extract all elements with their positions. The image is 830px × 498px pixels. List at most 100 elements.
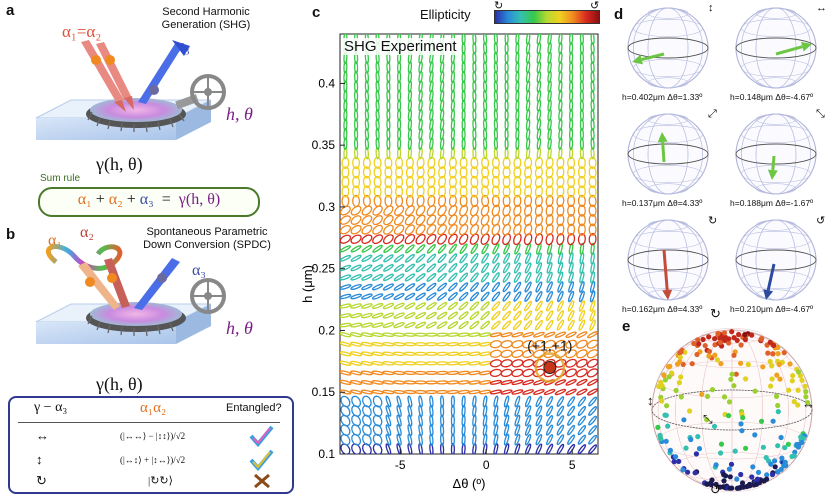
- sum-a2: α₂: [108, 191, 123, 208]
- polarization-ellipse: [394, 244, 405, 254]
- polarization-ellipse: [393, 263, 405, 272]
- polarization-ellipse: [361, 264, 373, 272]
- scatter-point: [673, 387, 679, 394]
- polarization-ellipse: [502, 185, 511, 198]
- scatter-point: [713, 462, 719, 468]
- polarization-ellipse: [405, 175, 414, 189]
- polarization-ellipse: [340, 395, 351, 408]
- table-header-alpha12: α₁α₂: [140, 400, 167, 416]
- polarization-ellipse: [579, 70, 584, 84]
- scatter-point: [736, 331, 742, 338]
- scatter-point: [799, 377, 805, 383]
- polarization-ellipse: [437, 263, 447, 273]
- polarization-ellipse: [404, 234, 416, 245]
- polarization-ellipse: [479, 389, 492, 395]
- polarization-ellipse: [502, 262, 511, 274]
- polarization-ellipse: [515, 89, 520, 103]
- polarization-ellipse: [393, 312, 405, 319]
- x-tick-label: 5: [569, 458, 576, 472]
- polarization-ellipse: [470, 166, 479, 179]
- polarization-ellipse: [386, 147, 391, 160]
- polarization-ellipse: [354, 61, 359, 74]
- scatter-point: [715, 330, 721, 337]
- polarization-ellipse: [535, 271, 543, 284]
- polarization-ellipse: [361, 274, 373, 281]
- polarization-ellipse: [502, 194, 511, 208]
- alpha2-label-b: α₂: [80, 224, 94, 241]
- scatter-point: [691, 340, 697, 347]
- polarization-ellipse: [396, 414, 402, 427]
- scatter-point: [677, 350, 683, 356]
- polarization-ellipse: [383, 205, 394, 216]
- polarization-ellipse: [587, 378, 598, 386]
- polarization-ellipse: [386, 108, 391, 122]
- polarization-ellipse: [514, 243, 521, 255]
- polarization-ellipse: [513, 262, 521, 274]
- table-row: ↔ (|↔↔⟩ − |↕↕⟩)/√2: [8, 425, 290, 447]
- polarization-ellipse: [350, 332, 363, 338]
- scatter-point: [717, 339, 723, 345]
- poincare-sphere: [735, 113, 817, 195]
- scatter-point: [704, 417, 710, 423]
- polarization-ellipse: [567, 185, 576, 198]
- polarization-ellipse: [415, 214, 426, 226]
- polarization-ellipse: [522, 349, 535, 359]
- polarization-ellipse: [450, 423, 455, 437]
- scatter-point: [676, 458, 682, 464]
- polarization-ellipse: [350, 389, 363, 395]
- polarization-ellipse: [503, 414, 510, 427]
- polarization-ellipse: [397, 80, 402, 93]
- polarization-ellipse: [427, 166, 436, 179]
- polarization-ellipse: [565, 379, 577, 386]
- scatter-point: [712, 352, 718, 358]
- polarization-ellipse: [480, 320, 491, 330]
- polarization-ellipse: [588, 213, 597, 227]
- polarization-ellipse: [491, 233, 501, 246]
- polarization-ellipse: [472, 42, 477, 55]
- polarization-ellipse: [415, 253, 426, 263]
- polarization-ellipse: [590, 34, 595, 45]
- polarization-ellipse: [515, 108, 520, 122]
- polarization-ellipse: [534, 214, 544, 227]
- polarization-ellipse: [438, 194, 447, 208]
- polarization-ellipse: [577, 415, 587, 426]
- polarization-ellipse: [579, 51, 584, 65]
- scatter-point: [734, 485, 740, 491]
- polarization-ellipse: [415, 205, 426, 217]
- scatter-point: [770, 418, 776, 424]
- polarization-ellipse: [482, 34, 488, 45]
- polarization-ellipse: [397, 70, 402, 84]
- polarization-ellipse: [426, 214, 437, 226]
- polarization-ellipse: [511, 368, 524, 378]
- polarization-ellipse: [546, 395, 554, 408]
- polarization-ellipse: [459, 194, 468, 208]
- polarization-ellipse: [362, 424, 372, 437]
- polarization-ellipse: [545, 213, 554, 227]
- polarization-ellipse: [536, 34, 542, 45]
- scatter-point: [765, 350, 771, 356]
- polarization-ellipse: [503, 395, 510, 408]
- polarization-ellipse: [502, 291, 511, 302]
- polarization-ellipse: [385, 405, 392, 417]
- polarization-ellipse: [546, 281, 553, 293]
- polarization-ellipse: [472, 99, 477, 112]
- shg-device-illustration: [35, 40, 226, 140]
- polarization-ellipse: [524, 175, 533, 189]
- scatter-point: [720, 484, 726, 490]
- polarization-ellipse: [457, 370, 470, 376]
- scatter-point: [743, 445, 749, 451]
- polarization-ellipse: [404, 224, 416, 235]
- polarization-ellipse: [491, 223, 501, 236]
- scatter-point: [785, 441, 791, 447]
- polarization-ellipse: [407, 443, 413, 454]
- row-state: (|↔↕⟩ + |↕↔⟩)/√2: [120, 455, 186, 465]
- panel-a-letter: a: [6, 2, 15, 19]
- polarization-ellipse: [459, 214, 469, 226]
- polarization-ellipse: [450, 395, 455, 408]
- polarization-ellipse: [588, 415, 598, 426]
- polarization-ellipse: [404, 302, 416, 310]
- polarization-ellipse: [535, 300, 543, 312]
- polarization-ellipse: [515, 61, 520, 74]
- scatter-point: [700, 336, 706, 343]
- polarization-ellipse: [404, 283, 416, 291]
